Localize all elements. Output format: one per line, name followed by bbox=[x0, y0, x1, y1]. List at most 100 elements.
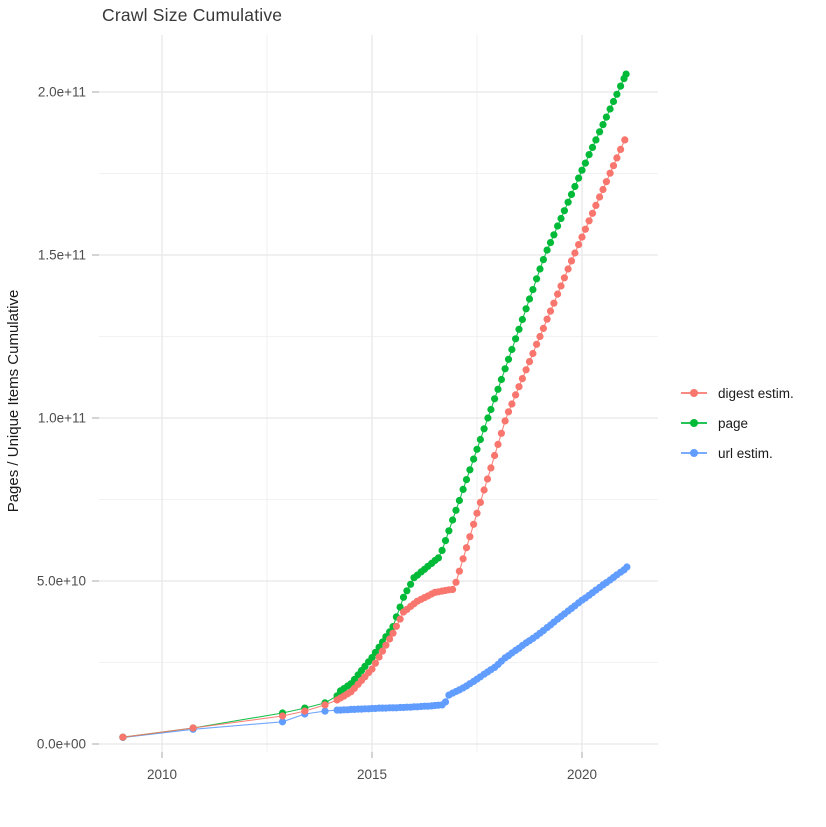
legend-item-digest-estim-: digest estim. bbox=[681, 378, 794, 408]
data-point-digest-estim- bbox=[466, 533, 474, 541]
data-point-page bbox=[434, 554, 442, 562]
data-point-digest-estim- bbox=[371, 659, 379, 667]
data-point-url-estim- bbox=[278, 718, 287, 726]
data-point-digest-estim- bbox=[564, 265, 572, 273]
data-point-page bbox=[452, 506, 460, 514]
y-tick-label: 1.5e+11 bbox=[38, 248, 86, 263]
data-point-page bbox=[441, 537, 450, 545]
legend-label: url estim. bbox=[718, 445, 773, 461]
data-point-digest-estim- bbox=[609, 162, 618, 170]
x-tick-label: 2020 bbox=[567, 767, 597, 782]
data-point-page bbox=[613, 90, 621, 98]
data-point-digest-estim- bbox=[189, 724, 197, 732]
data-point-digest-estim- bbox=[511, 391, 520, 399]
data-point-digest-estim- bbox=[476, 498, 484, 506]
data-point-page bbox=[494, 385, 502, 393]
data-point-digest-estim- bbox=[392, 622, 400, 630]
data-point-page bbox=[567, 190, 576, 198]
data-point-page bbox=[585, 151, 593, 159]
data-point-page bbox=[550, 231, 558, 239]
series-line-digest-estim- bbox=[122, 139, 626, 738]
data-point-digest-estim- bbox=[522, 366, 530, 374]
data-point-digest-estim- bbox=[396, 615, 404, 623]
data-point-digest-estim- bbox=[473, 509, 481, 517]
data-point-url-estim- bbox=[441, 698, 450, 706]
data-point-page bbox=[403, 587, 411, 595]
legend-label: page bbox=[718, 415, 749, 431]
data-point-page bbox=[518, 315, 527, 324]
data-point-page bbox=[578, 166, 586, 174]
data-point-page bbox=[480, 425, 488, 433]
legend-key-icon bbox=[681, 418, 707, 428]
data-point-page bbox=[449, 516, 457, 524]
data-point-page bbox=[606, 105, 614, 113]
data-point-digest-estim- bbox=[525, 358, 534, 366]
data-point-page bbox=[491, 395, 499, 403]
data-point-page bbox=[504, 355, 513, 363]
data-point-digest-estim- bbox=[452, 578, 460, 586]
data-point-digest-estim- bbox=[518, 375, 527, 383]
data-point-page bbox=[533, 275, 541, 283]
data-point-digest-estim- bbox=[491, 451, 499, 460]
data-point-digest-estim- bbox=[592, 201, 600, 209]
data-point-page bbox=[515, 325, 523, 333]
legend-label: digest estim. bbox=[718, 385, 794, 401]
chart-title: Crawl Size Cumulative bbox=[102, 5, 283, 25]
data-point-url-estim- bbox=[623, 563, 631, 571]
data-point-digest-estim- bbox=[536, 332, 544, 341]
data-point-digest-estim- bbox=[449, 585, 457, 594]
data-point-digest-estim- bbox=[470, 520, 478, 528]
data-point-page bbox=[602, 113, 611, 121]
data-point-digest-estim- bbox=[602, 178, 611, 186]
data-point-page bbox=[571, 182, 579, 191]
data-point-page bbox=[546, 239, 555, 247]
legend-item-page: page bbox=[681, 408, 794, 438]
data-point-page bbox=[596, 128, 604, 136]
data-point-page bbox=[466, 466, 474, 474]
data-point-page bbox=[536, 265, 544, 273]
data-point-page bbox=[501, 365, 509, 373]
data-point-digest-estim- bbox=[497, 429, 505, 437]
data-point-page bbox=[588, 143, 597, 151]
data-point-digest-estim- bbox=[462, 544, 471, 552]
y-tick-label: 2.0e+11 bbox=[38, 85, 86, 100]
series-digest-estim- bbox=[119, 136, 629, 741]
data-point-digest-estim- bbox=[567, 257, 576, 265]
data-point-digest-estim- bbox=[557, 282, 565, 290]
data-point-digest-estim- bbox=[613, 154, 621, 162]
data-point-page bbox=[554, 222, 562, 230]
y-tick-label: 1.0e+11 bbox=[38, 411, 86, 426]
data-point-page bbox=[543, 246, 551, 254]
axis-tick-marks bbox=[92, 91, 583, 758]
data-point-digest-estim- bbox=[554, 290, 562, 298]
data-point-page bbox=[557, 214, 565, 223]
data-point-digest-estim- bbox=[588, 209, 597, 217]
x-tick-label: 2010 bbox=[147, 767, 177, 782]
data-point-digest-estim- bbox=[487, 464, 495, 472]
data-point-page bbox=[445, 527, 453, 535]
data-point-digest-estim- bbox=[585, 217, 593, 225]
data-point-page bbox=[497, 375, 505, 384]
data-point-digest-estim- bbox=[455, 567, 463, 575]
data-point-page bbox=[617, 82, 625, 90]
x-tick-label: 2015 bbox=[357, 767, 387, 782]
data-point-page bbox=[511, 335, 520, 343]
data-point-digest-estim- bbox=[459, 555, 467, 563]
data-point-page bbox=[525, 295, 534, 303]
data-point-page bbox=[407, 580, 415, 588]
data-point-digest-estim- bbox=[375, 653, 383, 661]
data-point-page bbox=[592, 136, 600, 144]
data-point-digest-estim- bbox=[606, 169, 614, 177]
data-point-page bbox=[564, 198, 572, 206]
data-point-page bbox=[438, 546, 446, 555]
data-point-digest-estim- bbox=[278, 712, 287, 720]
data-point-digest-estim- bbox=[480, 486, 488, 494]
axis-tick-labels: 2010 2015 2020 0.0e+00 5.0e+10 1.0e+11 1.5e+11… bbox=[37, 85, 597, 783]
data-point-page bbox=[399, 593, 408, 601]
data-point-page bbox=[462, 476, 471, 484]
data-point-digest-estim- bbox=[543, 315, 551, 323]
data-point-page bbox=[622, 70, 630, 78]
data-point-page bbox=[575, 174, 583, 182]
data-point-digest-estim- bbox=[386, 635, 394, 643]
